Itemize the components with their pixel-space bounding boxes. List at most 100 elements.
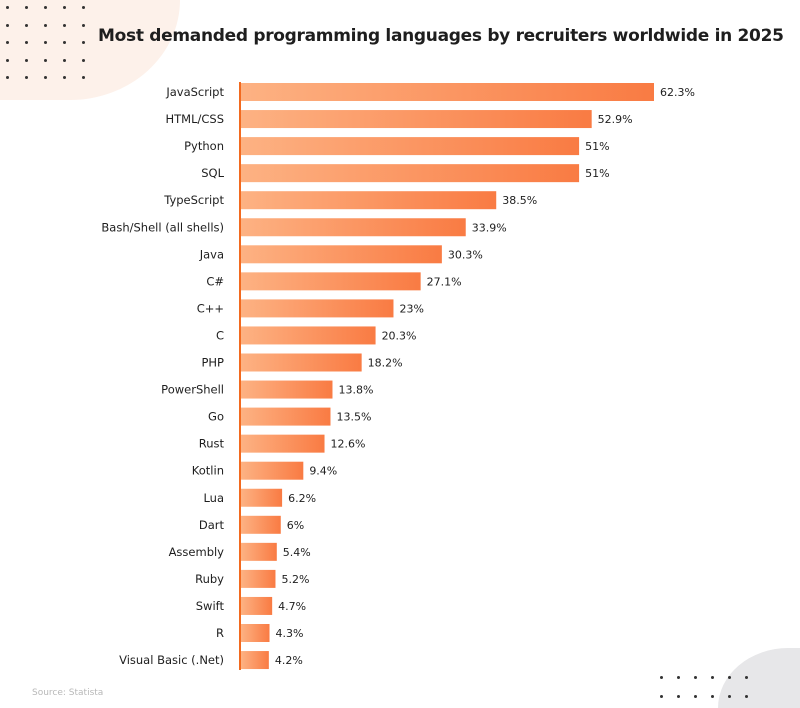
dot: [82, 6, 85, 9]
value-label: 12.6%: [331, 438, 366, 451]
dot: [63, 76, 66, 79]
category-label: Assembly: [169, 545, 225, 559]
value-label: 20.3%: [382, 329, 417, 342]
bar: [241, 488, 283, 507]
dot: [44, 23, 47, 27]
category-label: Rust: [199, 437, 225, 451]
dot: [44, 41, 47, 44]
dot: [44, 6, 47, 9]
value-label: 4.7%: [278, 600, 306, 613]
category-label: R: [216, 626, 224, 640]
dot: [82, 76, 85, 79]
value-label: 6%: [287, 519, 304, 532]
bar: [241, 353, 362, 372]
bar: [241, 461, 304, 480]
dot: [660, 695, 663, 698]
category-label: C: [216, 328, 224, 342]
value-label: 13.8%: [338, 384, 373, 397]
bar: [241, 218, 466, 237]
source-note: Source: Statista: [32, 688, 104, 698]
bar: [241, 326, 376, 345]
category-label: Ruby: [195, 572, 224, 586]
category-label: C#: [206, 274, 224, 288]
bar: [241, 407, 331, 426]
dot: [63, 58, 66, 62]
category-label: Swift: [196, 599, 225, 613]
value-label: 9.4%: [309, 465, 337, 478]
value-label: 5.2%: [281, 573, 309, 586]
category-label: Lua: [203, 491, 224, 505]
bar: [241, 83, 654, 101]
bar: [241, 380, 333, 399]
dot: [44, 58, 47, 62]
dot: [25, 41, 28, 44]
chart-title: Most demanded programming languages by r…: [98, 26, 784, 46]
category-label: HTML/CSS: [165, 112, 224, 126]
bar: [241, 515, 281, 534]
value-label: 51%: [585, 167, 609, 180]
dot: [694, 676, 697, 679]
bar: [241, 164, 580, 183]
value-label: 51%: [585, 140, 609, 153]
bar: [241, 272, 421, 291]
dot: [660, 676, 663, 679]
category-label: Python: [184, 139, 224, 153]
category-label: Kotlin: [192, 464, 224, 478]
dot: [728, 695, 731, 698]
bar: [241, 299, 394, 318]
dot: [63, 23, 66, 27]
category-label: Dart: [199, 518, 225, 532]
category-label: Go: [208, 410, 224, 424]
dot: [677, 695, 680, 698]
dot: [25, 6, 28, 9]
value-label: 52.9%: [598, 113, 633, 126]
dot: [82, 23, 85, 27]
dot: [63, 6, 66, 9]
bar: [241, 110, 592, 129]
dot: [6, 58, 9, 62]
bar: [241, 434, 325, 453]
value-label: 18.2%: [368, 357, 403, 370]
value-label: 4.2%: [275, 654, 303, 667]
category-label: Bash/Shell (all shells): [101, 220, 224, 234]
category-label: PowerShell: [161, 383, 224, 397]
dot: [694, 695, 697, 698]
dot: [745, 695, 748, 698]
bar: [241, 569, 276, 588]
dot: [728, 676, 731, 679]
bar: [241, 542, 277, 561]
bar: [241, 137, 580, 156]
dot: [6, 6, 9, 9]
dot: [25, 23, 28, 27]
dot: [25, 76, 28, 79]
category-label: PHP: [201, 356, 224, 370]
category-label: Visual Basic (.Net): [119, 653, 224, 667]
dot: [6, 23, 9, 27]
dot: [6, 76, 9, 79]
value-label: 6.2%: [288, 492, 316, 505]
bar: [241, 596, 273, 615]
value-label: 13.5%: [336, 411, 371, 424]
dot: [711, 676, 714, 679]
dot: [44, 76, 47, 79]
value-label: 38.5%: [502, 194, 537, 207]
dot: [82, 58, 85, 62]
dot: [745, 676, 748, 679]
value-label: 5.4%: [283, 546, 311, 559]
category-label: Java: [199, 247, 224, 261]
category-label: TypeScript: [163, 193, 224, 207]
category-label: SQL: [201, 166, 224, 180]
dot: [711, 695, 714, 698]
bar: [241, 624, 270, 642]
value-label: 27.1%: [427, 275, 462, 288]
dot: [82, 41, 85, 44]
dot: [25, 58, 28, 62]
dot: [6, 41, 9, 44]
bar: [241, 245, 442, 264]
dot: [677, 676, 680, 679]
value-label: 23%: [399, 302, 423, 315]
dot: [63, 41, 66, 44]
category-label: C++: [197, 301, 224, 315]
